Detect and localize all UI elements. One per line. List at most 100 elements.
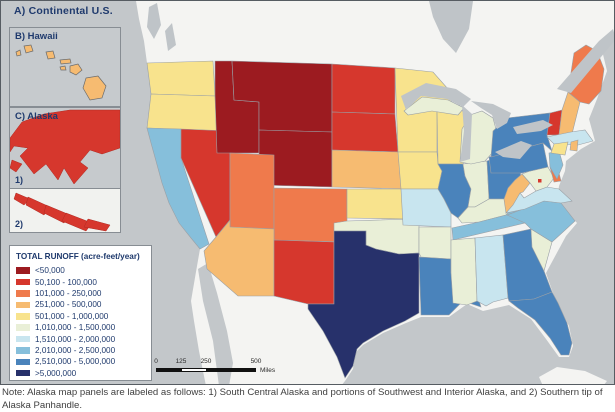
us-choropleth-svg <box>131 1 614 384</box>
state-wv <box>503 173 531 214</box>
state-ms <box>450 237 478 306</box>
legend-swatch-5 <box>16 324 30 331</box>
state-wa <box>146 60 216 97</box>
state-nh <box>558 91 581 136</box>
alaska-inset-panel: C) Alaska 1) 2) <box>9 107 121 233</box>
hawaii-inset-panel: B) Hawaii <box>9 27 121 107</box>
legend-row: 1,010,000 - 1,500,000 <box>16 322 146 333</box>
lake-superior <box>401 83 471 110</box>
legend-swatch-6 <box>16 335 30 343</box>
alaska-panel-label: C) Alaska <box>15 111 58 122</box>
scale-tick-500: 500 <box>250 358 262 365</box>
legend-label-8: 2,510,000 - 5,000,000 <box>35 357 116 367</box>
hawaii-panel-label: B) Hawaii <box>15 31 58 42</box>
legend-title: TOTAL RUNOFF (acre-feet/year) <box>16 252 140 261</box>
lake-michigan <box>460 105 472 162</box>
alaska-panel-1: C) Alaska 1) <box>10 108 120 189</box>
panhandle-strip-2 <box>25 196 51 216</box>
scale-segment <box>157 369 182 371</box>
legend-row: 2,510,000 - 5,000,000 <box>16 356 146 367</box>
island-hawaii-big <box>82 75 107 101</box>
legend-label-5: 1,010,000 - 1,500,000 <box>35 323 116 333</box>
legend-swatch-4 <box>16 313 30 320</box>
state-al <box>474 234 509 307</box>
legend-swatch-9 <box>16 369 30 377</box>
legend-row: 251,000 - 500,000 <box>16 299 146 310</box>
legend-label-0: <50,000 <box>35 266 65 276</box>
legend-swatch-8 <box>16 358 30 366</box>
hawaii-islands-svg <box>15 44 107 101</box>
state-ct <box>550 141 569 156</box>
state-nd <box>331 63 396 115</box>
legend-box: TOTAL RUNOFF (acre-feet/year) <50,000 50… <box>9 245 152 381</box>
alaska-sub2-label: 2) <box>15 219 24 229</box>
state-nm <box>273 239 335 305</box>
legend-label-9: >5,000,000 <box>35 368 77 378</box>
legend-label-2: 101,000 - 250,000 <box>35 288 102 298</box>
scale-tick-125: 125 <box>175 358 187 365</box>
legend-swatch-1 <box>16 278 30 286</box>
legend-swatch-0 <box>16 267 30 274</box>
legend-row: 2,010,000 - 2,500,000 <box>16 345 146 356</box>
legend-label-3: 251,000 - 500,000 <box>35 300 102 310</box>
legend-row: <50,000 <box>16 265 146 276</box>
cuba-landmass <box>539 367 607 384</box>
alaska-panel-2: 2) <box>10 189 120 232</box>
state-ia <box>397 151 443 190</box>
scale-tick-250: 250 <box>200 358 212 365</box>
scale-tick-0: 0 <box>154 358 158 365</box>
state-va <box>505 186 573 214</box>
island-lanai <box>59 65 67 71</box>
panhandle-strip-1 <box>13 192 31 206</box>
island-kauai <box>23 44 34 54</box>
island-niihau <box>15 49 22 57</box>
alaska-peninsula-arm <box>10 159 23 173</box>
scale-segment <box>206 369 255 371</box>
lake-erie <box>495 141 532 159</box>
hudson-bay <box>429 1 473 53</box>
island-molokai <box>59 58 72 65</box>
lake-huron <box>471 101 511 129</box>
figure-note: Note: Alaska map panels are labeled as f… <box>0 386 615 411</box>
legend-label-7: 2,010,000 - 2,500,000 <box>35 345 116 355</box>
gulf-of-california <box>198 263 233 384</box>
legend-row: >5,000,000 <box>16 368 146 379</box>
lake-ontario <box>513 120 553 134</box>
legend-label-6: 1,510,000 - 2,000,000 <box>35 334 116 344</box>
legend-label-1: 50,100 - 100,000 <box>35 277 97 287</box>
legend-row: 1,510,000 - 2,000,000 <box>16 333 146 344</box>
state-or <box>146 93 218 132</box>
state-tx <box>307 230 420 379</box>
alaska-southcentral-svg <box>10 109 120 185</box>
alaska-panhandle-svg <box>13 192 111 232</box>
state-fl <box>508 291 573 356</box>
island-oahu <box>45 50 56 60</box>
st-lawrence-gulf <box>557 29 614 93</box>
state-ar <box>418 226 452 260</box>
scale-bar: 0 125 250 500 Miles <box>153 358 293 380</box>
legend-row: 101,000 - 250,000 <box>16 288 146 299</box>
continental-us-map: A) Continental U.S. B) Hawaii C) Alaska … <box>0 0 615 385</box>
legend-row: 501,000 - 1,000,000 <box>16 311 146 322</box>
state-ut <box>229 152 275 230</box>
state-sd <box>331 111 399 153</box>
bc-fjord-2 <box>165 23 176 51</box>
alaska-sub1-label: 1) <box>15 175 24 185</box>
state-ri <box>569 139 579 152</box>
island-maui <box>69 63 83 76</box>
dc-marker <box>538 179 542 183</box>
alaska-mainland <box>10 109 120 185</box>
scale-bar-segments <box>156 368 256 372</box>
panel-a-title: A) Continental U.S. <box>14 5 113 17</box>
state-mi-upper <box>403 96 465 116</box>
legend-row: 50,100 - 100,000 <box>16 276 146 287</box>
scale-unit-label: Miles <box>260 367 276 374</box>
legend-swatch-7 <box>16 347 30 354</box>
legend-swatch-3 <box>16 301 30 309</box>
legend-label-4: 501,000 - 1,000,000 <box>35 311 109 321</box>
panhandle-strip-5 <box>83 218 111 232</box>
scale-segment <box>181 369 206 371</box>
legend-swatch-2 <box>16 290 30 297</box>
bc-fjord-1 <box>147 3 161 39</box>
